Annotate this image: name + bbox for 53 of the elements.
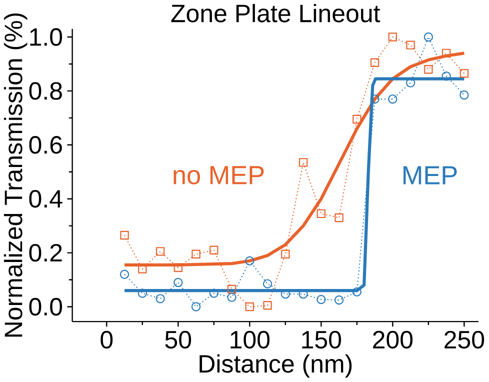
point	[263, 301, 272, 310]
y-tick-label: 0.6	[29, 136, 62, 154]
point	[227, 285, 236, 294]
point	[442, 49, 451, 58]
point	[156, 247, 165, 256]
point	[298, 158, 308, 167]
point	[352, 288, 362, 297]
point	[442, 72, 451, 81]
x-tick-label: 100	[230, 331, 270, 349]
series-label: MEP	[404, 166, 457, 184]
point	[120, 231, 129, 240]
point	[460, 69, 469, 78]
y-tick-label: 0.2	[29, 244, 62, 262]
point	[370, 94, 380, 104]
y-tick-label: 0.8	[29, 82, 62, 100]
point	[281, 250, 290, 259]
point	[192, 250, 200, 259]
y-tick-label: 0.0	[29, 298, 62, 316]
point	[245, 256, 254, 266]
x-tick-label: 50	[165, 331, 192, 349]
point	[174, 263, 182, 272]
point	[334, 214, 344, 222]
point	[174, 278, 183, 288]
point	[388, 94, 398, 104]
point	[120, 270, 130, 280]
series-label: no MEP	[174, 166, 264, 185]
point	[209, 288, 218, 298]
x-tick-label: 200	[373, 331, 413, 349]
x-tick-label: 250	[444, 331, 484, 349]
x-tick-label: 150	[302, 331, 342, 349]
point	[352, 115, 362, 124]
point	[406, 40, 415, 50]
x-tick-label: 0	[100, 331, 113, 349]
y-axis-title: Normalized Transmission (%)	[4, 14, 28, 337]
y-tick-label: 1.0	[30, 28, 62, 46]
point	[227, 292, 236, 302]
point	[424, 65, 433, 74]
x-axis-title: Distance (nm)	[200, 354, 352, 378]
y-tick-label: 0.4	[29, 190, 62, 208]
point	[424, 32, 434, 42]
point	[316, 210, 326, 218]
chart-title: Zone Plate Lineout	[171, 4, 380, 23]
point	[210, 246, 218, 255]
point	[262, 279, 272, 289]
point	[191, 302, 201, 312]
point	[388, 32, 398, 42]
point	[245, 302, 254, 312]
point	[156, 294, 165, 304]
point	[370, 58, 380, 68]
point	[334, 296, 344, 305]
point	[316, 295, 326, 304]
point	[138, 288, 147, 298]
point	[460, 90, 469, 100]
